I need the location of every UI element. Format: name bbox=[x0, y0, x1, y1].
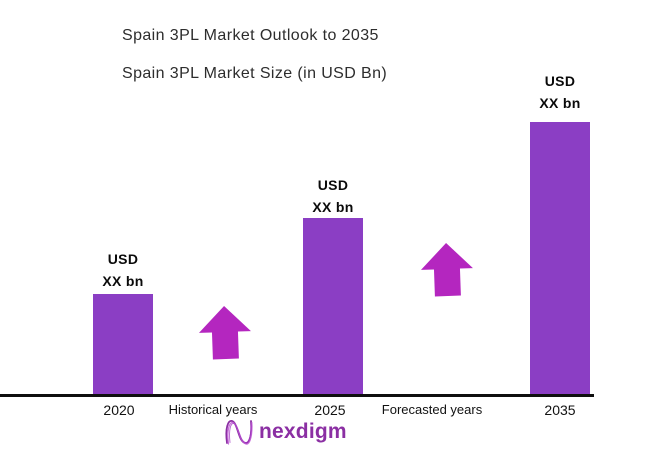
bar-value-label-line: USD bbox=[544, 73, 576, 89]
bar-value-label-2025: USD XX bn bbox=[293, 174, 373, 218]
x-axis-label-2025: 2025 bbox=[314, 402, 346, 418]
x-axis-label-2020: 2020 bbox=[103, 402, 135, 418]
growth-arrow-up-icon bbox=[420, 243, 473, 297]
x-axis-label-historical-years: Historical years bbox=[168, 402, 258, 417]
nexdigm-logo: nexdigm bbox=[224, 416, 347, 448]
nexdigm-logo-text: nexdigm bbox=[259, 420, 347, 443]
bar-value-label-2020: USD XX bn bbox=[83, 248, 163, 292]
chart-title: Spain 3PL Market Outlook to 2035 bbox=[122, 27, 379, 44]
bar-value-label-line: XX bn bbox=[539, 95, 581, 111]
x-axis-label-2035: 2035 bbox=[544, 402, 576, 418]
x-axis-line bbox=[0, 394, 594, 397]
chart-subtitle: Spain 3PL Market Size (in USD Bn) bbox=[122, 65, 388, 82]
bar-2025 bbox=[303, 218, 363, 394]
growth-arrow-up-icon bbox=[198, 306, 251, 360]
bar-value-label-line: USD bbox=[317, 177, 349, 193]
bar-value-label-line: XX bn bbox=[102, 273, 144, 289]
bar-2035 bbox=[530, 122, 590, 394]
bar-value-label-line: XX bn bbox=[312, 199, 354, 215]
x-axis-label-forecasted-years: Forecasted years bbox=[381, 402, 483, 417]
nexdigm-logo-icon bbox=[225, 420, 253, 445]
bar-value-label-line: USD bbox=[107, 251, 139, 267]
bar-value-label-2035: USD XX bn bbox=[520, 70, 600, 114]
bar-2020 bbox=[93, 294, 153, 394]
